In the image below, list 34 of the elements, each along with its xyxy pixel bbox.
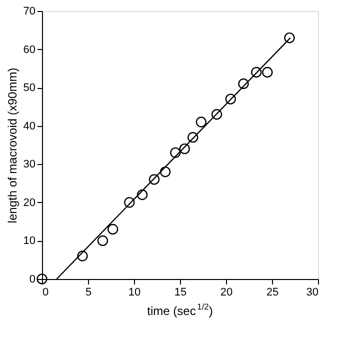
- point: [136, 189, 148, 200]
- x-tick-label: 0: [42, 286, 49, 298]
- x-tick-label: 5: [85, 286, 92, 298]
- point: [107, 224, 118, 235]
- y-axis-title: length of macrovoid (x90mm): [5, 68, 20, 224]
- point: [77, 250, 88, 262]
- point: [170, 147, 181, 158]
- point: [160, 166, 171, 178]
- x-tick-label: 20: [220, 286, 233, 298]
- point: [225, 94, 236, 104]
- point: [196, 116, 207, 128]
- y-tick-label: 40: [23, 120, 36, 132]
- y-tick-label: 0: [29, 274, 36, 286]
- y-tick-label: 20: [23, 196, 36, 209]
- point: [188, 132, 198, 143]
- point: [124, 197, 135, 208]
- y-tick-label: 30: [23, 158, 36, 171]
- y-tick-label: 60: [23, 44, 36, 56]
- point: [36, 274, 48, 284]
- x-tick-label: 15: [174, 286, 187, 298]
- point: [97, 235, 108, 246]
- point: [211, 109, 222, 120]
- y-tick-label: 10: [23, 235, 36, 248]
- point: [251, 66, 262, 78]
- point: [148, 174, 160, 185]
- y-tick-label: 50: [23, 82, 36, 94]
- point: [238, 78, 249, 90]
- x-tick-label: 25: [266, 286, 279, 298]
- x-tick-label: 30: [306, 286, 318, 298]
- y-tick-label: 70: [23, 6, 36, 18]
- point: [284, 32, 295, 44]
- point: [179, 143, 190, 154]
- x-tick-label: 10: [128, 286, 141, 298]
- point: [262, 66, 273, 78]
